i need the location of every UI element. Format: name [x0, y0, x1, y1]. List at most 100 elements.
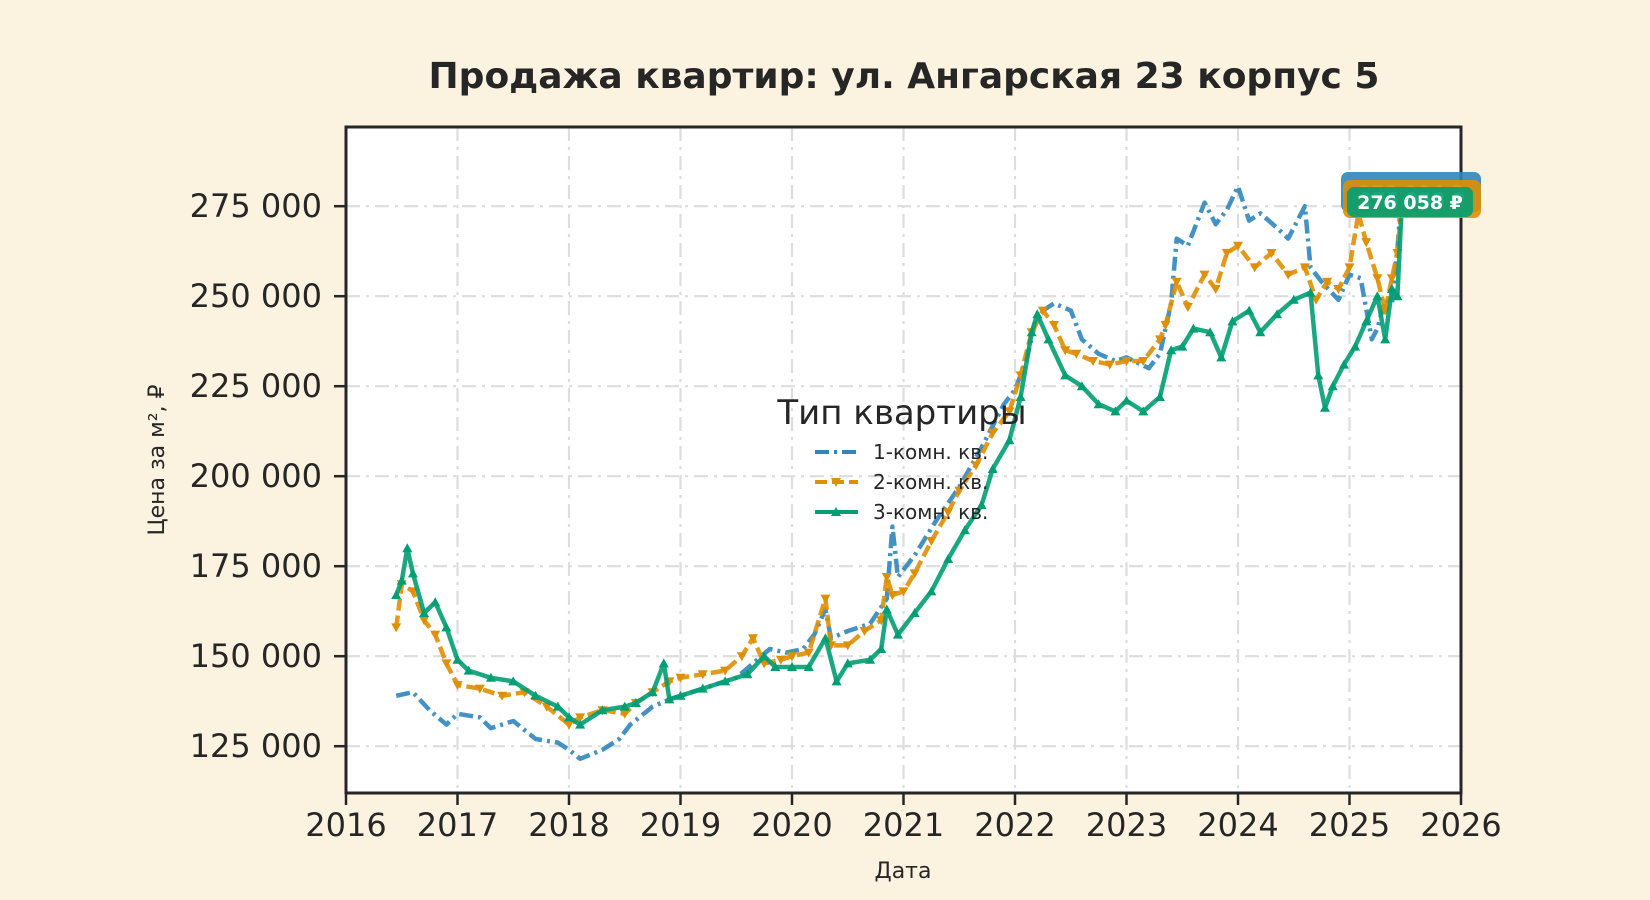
series-marker	[1004, 407, 1015, 417]
series-marker	[898, 587, 909, 597]
series-marker	[1110, 406, 1121, 416]
series-line	[395, 184, 1405, 762]
series-marker	[770, 662, 781, 671]
series-marker	[787, 662, 797, 671]
series-marker	[759, 651, 770, 661]
series-marker	[441, 622, 452, 632]
series-marker	[1361, 238, 1372, 248]
legend-label: 1-комн. кв.	[873, 440, 988, 464]
series-marker	[1338, 359, 1349, 369]
series-marker	[831, 676, 842, 686]
series-marker	[1249, 263, 1260, 273]
series-marker	[1171, 277, 1182, 287]
series-marker	[859, 627, 870, 636]
series-marker	[430, 597, 441, 607]
x-tick-label: 2026	[1420, 806, 1501, 844]
y-axis-ticks: 125 000 150 000 175 000 200 000 225 000 250 0…	[190, 187, 346, 765]
series-marker	[1233, 241, 1243, 251]
series-marker	[1386, 284, 1397, 293]
series-marker	[675, 673, 686, 683]
series-marker	[926, 586, 937, 596]
y-tick-label: 150 000	[190, 637, 322, 675]
value-label: 276 058 ₽	[1357, 192, 1463, 214]
series-marker	[658, 658, 669, 668]
series-marker	[1392, 291, 1403, 301]
y-tick-label: 250 000	[190, 277, 322, 315]
series-marker	[1049, 321, 1060, 330]
series-marker	[887, 591, 898, 600]
series-marker	[430, 630, 441, 640]
series-marker	[1138, 357, 1149, 366]
series-marker	[865, 654, 876, 664]
series-layer	[391, 184, 1407, 762]
series-marker	[1266, 249, 1277, 258]
series-path	[394, 202, 1405, 727]
series-marker	[391, 590, 402, 599]
x-tick-label: 2019	[640, 806, 721, 844]
series-marker	[1160, 321, 1171, 330]
series-marker	[619, 701, 630, 711]
series-marker	[820, 633, 831, 643]
series-marker	[463, 665, 474, 675]
x-tick-label: 2024	[1197, 806, 1278, 844]
series-marker	[664, 694, 675, 704]
series-marker	[1288, 294, 1299, 304]
series-marker	[575, 719, 586, 729]
series-marker	[954, 486, 965, 496]
series-marker	[1255, 327, 1266, 337]
series-marker	[564, 720, 574, 730]
series-marker	[842, 641, 853, 651]
series-marker	[1216, 352, 1227, 362]
series-marker	[1121, 395, 1132, 405]
y-tick-label: 175 000	[190, 547, 322, 585]
legend-title: Тип квартиры	[776, 393, 1026, 433]
x-tick-label: 2020	[751, 806, 832, 844]
series-marker	[1060, 370, 1071, 380]
series-marker	[736, 652, 747, 662]
series-marker	[1311, 295, 1322, 305]
series-marker	[1177, 341, 1188, 351]
series-marker	[452, 681, 463, 690]
series-marker	[831, 507, 841, 516]
series-marker	[391, 623, 402, 633]
series-marker	[1299, 263, 1310, 273]
series-marker	[396, 575, 407, 585]
legend-label: 2-комн. кв.	[873, 470, 988, 494]
series-marker	[943, 554, 954, 563]
series-marker	[1221, 249, 1232, 258]
series-marker	[747, 634, 758, 644]
series-marker	[630, 698, 641, 707]
series-marker	[407, 568, 418, 578]
series-marker	[842, 658, 853, 668]
y-tick-label: 200 000	[190, 457, 322, 495]
series-marker	[619, 709, 630, 719]
series-marker	[803, 648, 814, 658]
series-marker	[1166, 345, 1177, 355]
series-marker	[987, 429, 998, 438]
series-marker	[474, 684, 485, 694]
x-axis-label: Дата	[875, 859, 932, 884]
series-marker	[987, 464, 998, 473]
series-marker	[675, 690, 686, 700]
series-marker	[1121, 357, 1132, 366]
y-tick-label: 125 000	[190, 727, 322, 765]
x-tick-label: 2025	[1309, 806, 1390, 844]
series-marker	[419, 616, 430, 626]
series-marker	[1372, 291, 1383, 301]
y-axis-label: Цена за м², ₽	[145, 384, 170, 535]
legend: Тип квартиры 1-комн. кв. 2-комн. кв. 3-ком…	[776, 393, 1026, 524]
series-marker	[820, 594, 831, 604]
x-tick-label: 2021	[863, 806, 944, 844]
series-marker	[1313, 370, 1324, 380]
series-marker	[1154, 392, 1165, 401]
series-marker	[497, 691, 508, 701]
series-marker	[1199, 270, 1210, 280]
series-marker	[909, 608, 920, 617]
y-tick-label: 225 000	[190, 367, 322, 405]
chart-title: Продажа квартир: ул. Ангарская 23 корпус…	[429, 56, 1380, 97]
series-marker	[1244, 305, 1255, 315]
x-tick-label: 2022	[974, 806, 1055, 844]
x-tick-label: 2018	[528, 806, 609, 844]
series-marker	[943, 508, 954, 518]
